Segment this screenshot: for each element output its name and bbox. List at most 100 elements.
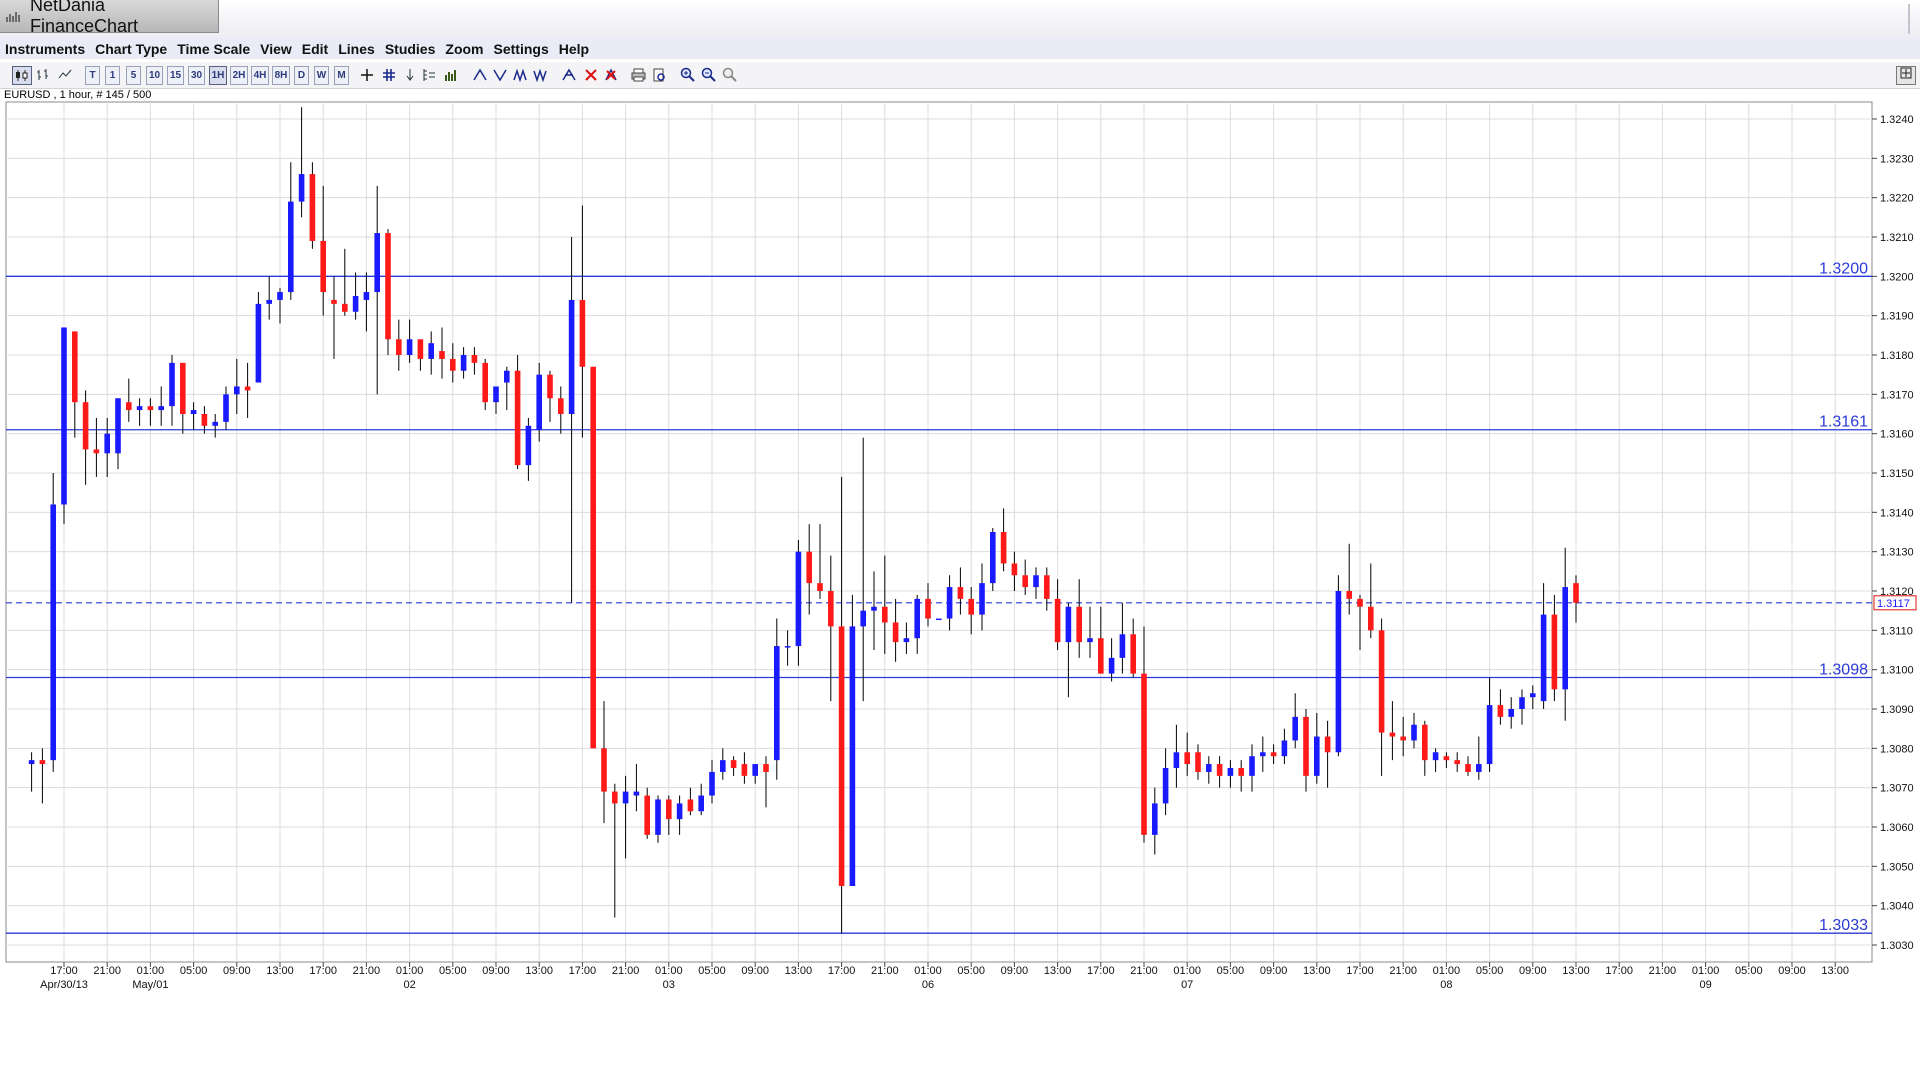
timeframe-5m-button[interactable]: 5 bbox=[126, 66, 141, 85]
resize-grip[interactable] bbox=[1902, 4, 1910, 34]
x-tick-label: 01:00 bbox=[137, 965, 165, 977]
y-tick-label: 1.3050 bbox=[1880, 861, 1914, 873]
zoom-reset-icon[interactable] bbox=[721, 66, 737, 83]
candle-body bbox=[266, 299, 272, 304]
candle-body bbox=[471, 355, 478, 363]
candle-body bbox=[536, 374, 542, 430]
candle-body bbox=[1270, 752, 1277, 757]
menu-time-scale[interactable]: Time Scale bbox=[177, 40, 251, 57]
menu-instruments[interactable]: Instruments bbox=[5, 40, 86, 57]
candle-body bbox=[234, 386, 240, 395]
x-tick-label: 13:00 bbox=[525, 965, 553, 977]
x-tick-label: 17:00 bbox=[1087, 965, 1115, 977]
candle-body bbox=[655, 799, 661, 835]
candle-body bbox=[1508, 709, 1514, 717]
menu-view[interactable]: View bbox=[260, 40, 292, 57]
delete-all-icon[interactable] bbox=[603, 66, 619, 83]
timeframe-1m-button[interactable]: 1 bbox=[105, 66, 120, 85]
print-preview-icon[interactable] bbox=[651, 66, 667, 83]
timeframe-30m-button[interactable]: 30 bbox=[188, 66, 205, 85]
arrow-down-icon[interactable] bbox=[403, 66, 417, 83]
candle-body bbox=[406, 339, 413, 355]
title-bar: NetDania FinanceChart bbox=[0, 0, 1920, 38]
menu-lines[interactable]: Lines bbox=[338, 40, 375, 57]
bar-chart-icon[interactable] bbox=[34, 66, 52, 83]
candle-body bbox=[1324, 736, 1331, 753]
x-date-label: 08 bbox=[1440, 979, 1452, 991]
y-tick-label: 1.3030 bbox=[1880, 940, 1914, 952]
candle-body bbox=[644, 795, 650, 835]
support-resistance-label: 1.3098 bbox=[1819, 662, 1868, 679]
timeframe-4h-button[interactable]: 4H bbox=[251, 66, 269, 85]
candle-body bbox=[298, 174, 305, 202]
candle-body bbox=[82, 402, 89, 450]
x-tick-label: 09:00 bbox=[1260, 965, 1288, 977]
y-tick-label: 1.3140 bbox=[1880, 507, 1914, 519]
line-tool-3-icon[interactable] bbox=[512, 66, 528, 83]
menu-chart-type[interactable]: Chart Type bbox=[95, 40, 168, 57]
candle-body bbox=[1378, 630, 1385, 733]
timeframe-15m-button[interactable]: 15 bbox=[167, 66, 184, 85]
support-resistance-label: 1.3033 bbox=[1819, 917, 1868, 934]
candle-body bbox=[115, 398, 121, 454]
candle-body bbox=[838, 626, 845, 886]
y-tick-label: 1.3190 bbox=[1880, 311, 1914, 323]
y-tick-label: 1.3200 bbox=[1880, 271, 1914, 283]
grid-icon[interactable] bbox=[381, 66, 397, 83]
candle-body bbox=[244, 386, 251, 391]
line-chart-icon[interactable] bbox=[56, 66, 74, 83]
menu-settings[interactable]: Settings bbox=[493, 40, 549, 57]
candle-body bbox=[1119, 634, 1126, 658]
candle-body bbox=[50, 504, 56, 761]
line-tool-2-icon[interactable] bbox=[492, 66, 508, 83]
candle-body bbox=[428, 343, 434, 359]
candle-body bbox=[752, 764, 758, 776]
dock-icon[interactable] bbox=[1896, 66, 1916, 85]
candle-body bbox=[450, 358, 456, 371]
line-tool-4-icon[interactable] bbox=[532, 66, 548, 83]
candle-body bbox=[1152, 803, 1158, 835]
timeframe-8h-button[interactable]: 8H bbox=[272, 66, 290, 85]
timeframe-week-button[interactable]: W bbox=[314, 66, 329, 85]
candle-body bbox=[1044, 575, 1050, 599]
candle-body bbox=[482, 362, 488, 403]
crosshair-icon[interactable] bbox=[359, 66, 375, 83]
candle-body bbox=[1130, 634, 1136, 674]
line-tool-1-icon[interactable] bbox=[472, 66, 488, 83]
timeframe-day-button[interactable]: D bbox=[294, 66, 309, 85]
candlestick-chart-icon[interactable] bbox=[12, 66, 32, 85]
candle-body bbox=[860, 610, 866, 627]
zoom-in-icon[interactable] bbox=[679, 66, 695, 83]
toolbar: T 1 5 10 15 30 1H 2H 4H 8H D W M bbox=[0, 62, 1920, 89]
menu-edit[interactable]: Edit bbox=[301, 40, 329, 57]
x-tick-label: 13:00 bbox=[1562, 965, 1590, 977]
current-price-box bbox=[1873, 595, 1917, 611]
candle-body bbox=[622, 791, 629, 804]
zoom-out-icon[interactable] bbox=[700, 66, 716, 83]
scale-icon[interactable] bbox=[421, 66, 437, 83]
candle-body bbox=[320, 240, 326, 293]
menu-zoom[interactable]: Zoom bbox=[445, 40, 484, 57]
menu-studies[interactable]: Studies bbox=[384, 40, 436, 57]
timeframe-2h-button[interactable]: 2H bbox=[230, 66, 248, 85]
timeframe-1h-button[interactable]: 1H bbox=[209, 66, 227, 85]
x-tick-label: 13:00 bbox=[1044, 965, 1072, 977]
candle-body bbox=[1238, 768, 1244, 776]
candle-body bbox=[601, 748, 607, 792]
candle-body bbox=[1184, 752, 1190, 765]
line-tool-5-icon[interactable] bbox=[561, 66, 577, 83]
candle-body bbox=[1108, 657, 1115, 674]
y-tick-label: 1.3120 bbox=[1880, 586, 1914, 598]
candle-body bbox=[709, 771, 715, 796]
timeframe-tick-button[interactable]: T bbox=[85, 66, 100, 85]
candle-body bbox=[1486, 705, 1493, 765]
print-icon[interactable] bbox=[630, 66, 646, 83]
horizontal-lines-layer: 1.3200 1.3161 1.3098 1.3033 1.3117 bbox=[6, 260, 1917, 934]
volume-icon[interactable] bbox=[443, 66, 459, 83]
menu-help[interactable]: Help bbox=[558, 40, 590, 57]
timeframe-10m-button[interactable]: 10 bbox=[146, 66, 163, 85]
candle-body bbox=[1000, 532, 1007, 564]
delete-icon[interactable] bbox=[583, 66, 599, 83]
timeframe-month-button[interactable]: M bbox=[334, 66, 349, 85]
